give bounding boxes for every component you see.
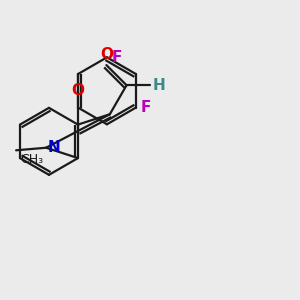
Text: F: F xyxy=(112,50,122,65)
Text: F: F xyxy=(141,100,151,115)
Text: CH₃: CH₃ xyxy=(21,153,44,166)
Text: H: H xyxy=(153,78,166,93)
Text: N: N xyxy=(48,140,61,155)
Text: O: O xyxy=(71,83,85,98)
Text: O: O xyxy=(100,47,113,62)
